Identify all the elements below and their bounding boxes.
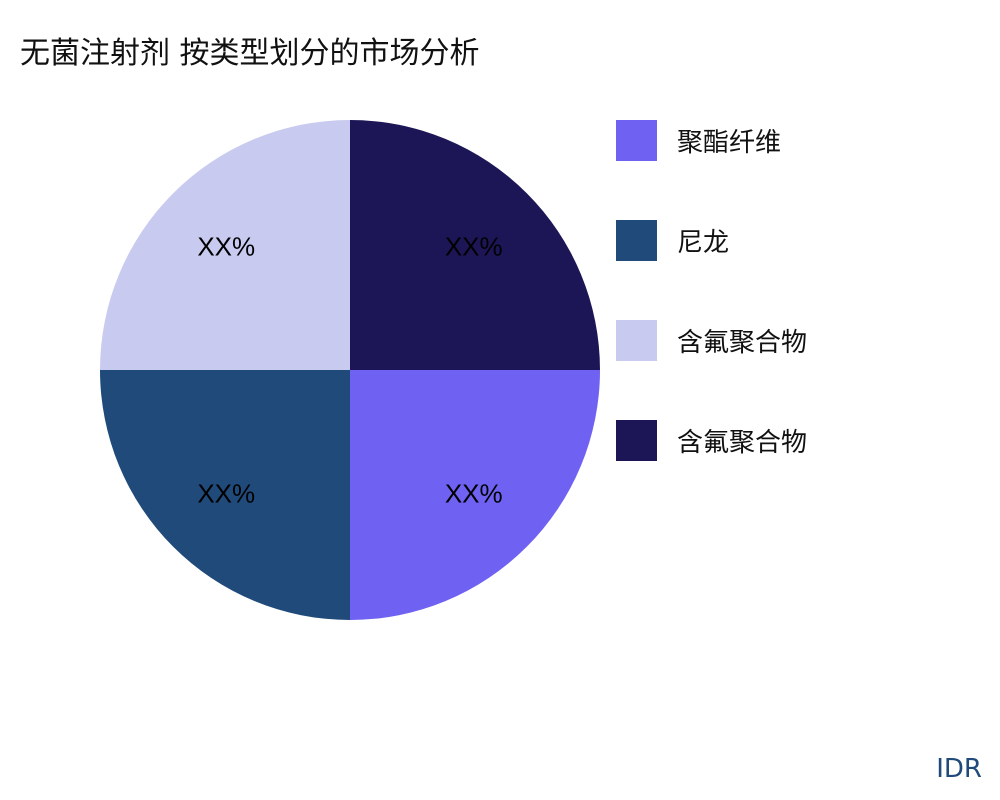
legend-swatch <box>616 419 657 461</box>
legend-item: 尼龙 <box>616 219 730 261</box>
legend-item: 含氟聚合物 <box>616 319 808 361</box>
slice-data-label: XX% <box>445 479 503 509</box>
slice-data-label: XX% <box>197 231 255 261</box>
legend-label: 聚酯纤维 <box>677 127 782 158</box>
pie-slice <box>350 120 600 370</box>
pie-slice <box>100 120 350 370</box>
legend-item: 聚酯纤维 <box>616 119 782 161</box>
brand-logo: IDR <box>936 754 982 784</box>
slice-data-label: XX% <box>445 231 503 261</box>
legend-swatch <box>616 119 657 161</box>
legend-swatch <box>616 319 657 361</box>
legend-label: 含氟聚合物 <box>677 427 808 458</box>
pie-slice <box>350 370 600 620</box>
chart-title: 无菌注射剂 按类型划分的市场分析 <box>20 36 480 71</box>
legend-label: 含氟聚合物 <box>677 327 808 358</box>
slice-data-label: XX% <box>197 479 255 509</box>
legend-swatch <box>616 219 657 261</box>
legend-label: 尼龙 <box>677 227 730 258</box>
pie-slice <box>100 370 350 620</box>
legend-item: 含氟聚合物 <box>616 419 808 461</box>
